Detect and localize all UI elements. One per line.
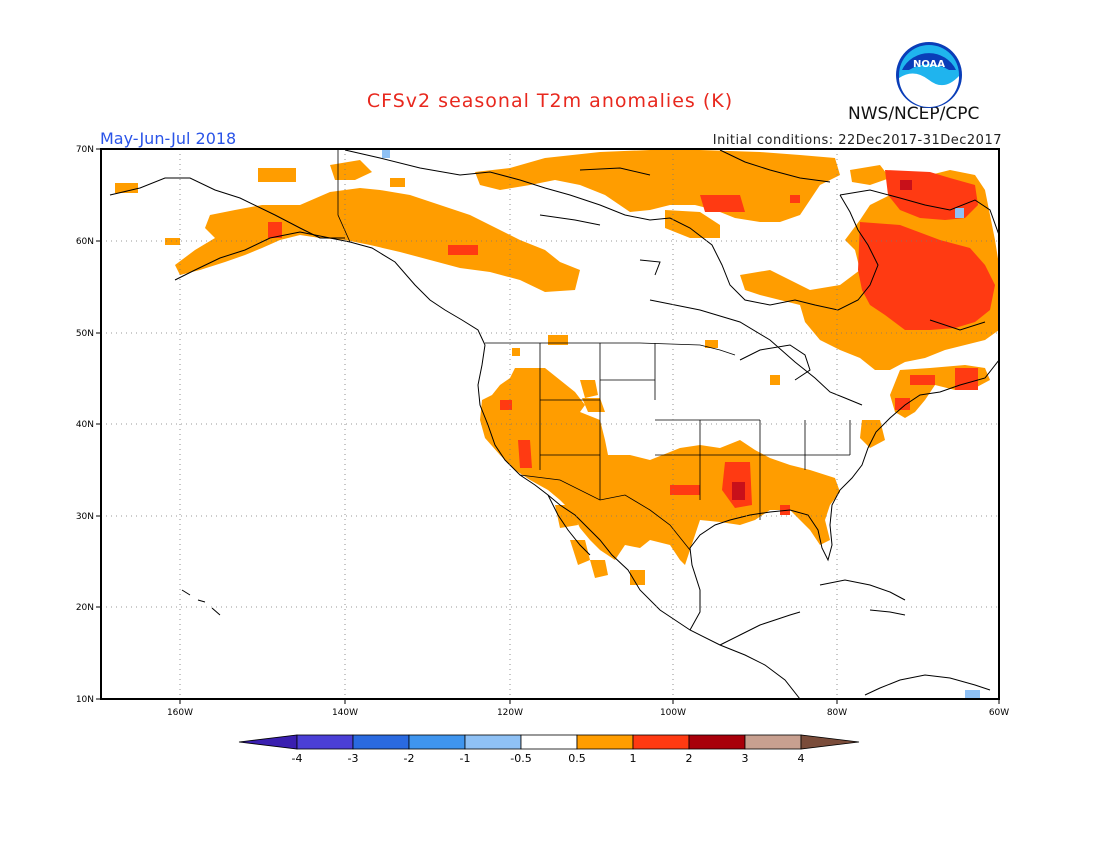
lat-tick-label: 50N bbox=[76, 329, 94, 339]
noaa-logo: NOAA bbox=[896, 42, 962, 108]
anomaly-field-darkred bbox=[732, 180, 912, 500]
lon-tick-label: 60W bbox=[989, 708, 1009, 718]
political-borders bbox=[337, 150, 851, 551]
legend-label: -4 bbox=[292, 752, 303, 765]
legend-swatch bbox=[464, 734, 522, 750]
legend-swatch bbox=[632, 734, 690, 750]
legend-swatch bbox=[408, 734, 466, 750]
lon-tick-label: 140W bbox=[332, 708, 358, 718]
legend-label: -2 bbox=[404, 752, 415, 765]
anomaly-field-orange bbox=[115, 150, 999, 585]
legend-label: 1 bbox=[630, 752, 637, 765]
legend-label: 3 bbox=[742, 752, 749, 765]
gridlines bbox=[101, 149, 999, 699]
season-label: May-Jun-Jul 2018 bbox=[100, 129, 237, 148]
lat-tick-label: 10N bbox=[76, 695, 94, 705]
legend-label: -3 bbox=[348, 752, 359, 765]
lat-tick-label: 60N bbox=[76, 237, 94, 247]
lat-tick-label: 20N bbox=[76, 603, 94, 613]
lon-tick-label: 100W bbox=[660, 708, 686, 718]
legend-swatch bbox=[688, 734, 746, 750]
legend-arrow-left bbox=[238, 734, 298, 750]
legend-swatch bbox=[296, 734, 354, 750]
legend-swatch bbox=[352, 734, 410, 750]
lon-tick-label: 80W bbox=[827, 708, 847, 718]
anomaly-field-red bbox=[268, 170, 995, 515]
logo-text: NOAA bbox=[913, 59, 945, 70]
anomaly-field-blue bbox=[382, 150, 980, 699]
lon-tick-label: 120W bbox=[497, 708, 523, 718]
legend-swatch bbox=[520, 734, 578, 750]
legend-swatch bbox=[744, 734, 802, 750]
color-legend: -4 -3 -2 -1 -0.5 0.5 1 2 3 4 bbox=[238, 734, 860, 765]
lat-tick-label: 30N bbox=[76, 512, 94, 522]
initial-conditions-label: Initial conditions: 22Dec2017-31Dec2017 bbox=[712, 133, 1002, 148]
coastlines bbox=[109, 149, 999, 699]
latitude-axis: 70N 60N 50N 40N 30N 20N 10N bbox=[76, 145, 101, 705]
lat-tick-label: 70N bbox=[76, 145, 94, 155]
lat-tick-label: 40N bbox=[76, 420, 94, 430]
legend-label: 2 bbox=[686, 752, 693, 765]
legend-label: 4 bbox=[798, 752, 805, 765]
legend-swatch bbox=[576, 734, 634, 750]
longitude-axis: 160W 140W 120W 100W 80W 60W bbox=[167, 699, 1009, 718]
legend-label: -0.5 bbox=[510, 752, 531, 765]
chart-title: CFSv2 seasonal T2m anomalies (K) bbox=[366, 90, 734, 112]
agency-label: NWS/NCEP/CPC bbox=[848, 104, 980, 124]
legend-label: -1 bbox=[460, 752, 471, 765]
lon-tick-label: 160W bbox=[167, 708, 193, 718]
legend-arrow-right bbox=[800, 734, 860, 750]
legend-label: 0.5 bbox=[568, 752, 586, 765]
